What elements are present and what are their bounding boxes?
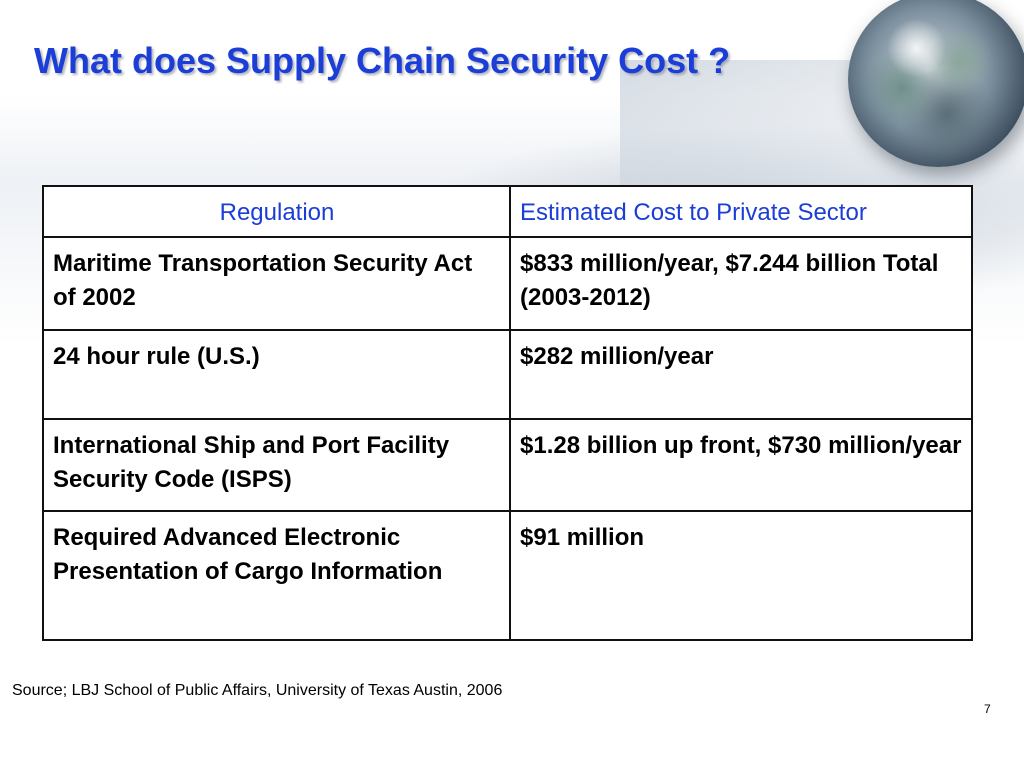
header-regulation: Regulation bbox=[42, 185, 511, 238]
cost-cell: $833 million/year, $7.244 billion Total … bbox=[509, 236, 973, 331]
cost-table: Regulation Estimated Cost to Private Sec… bbox=[42, 185, 973, 641]
cost-cell: $91 million bbox=[509, 510, 973, 641]
regulation-cell: International Ship and Port Facility Sec… bbox=[42, 417, 511, 513]
regulation-cell: Maritime Transportation Security Act of … bbox=[42, 236, 511, 331]
table-row: Maritime Transportation Security Act of … bbox=[42, 236, 973, 331]
cost-cell: $282 million/year bbox=[509, 328, 973, 420]
regulation-cell: 24 hour rule (U.S.) bbox=[42, 328, 511, 420]
header-estimated-cost: Estimated Cost to Private Sector bbox=[509, 185, 973, 238]
cost-cell: $1.28 billion up front, $730 million/yea… bbox=[509, 417, 973, 513]
table-header-row: Regulation Estimated Cost to Private Sec… bbox=[42, 185, 973, 238]
regulation-cell: Required Advanced Electronic Presentatio… bbox=[42, 510, 511, 641]
table-row: Required Advanced Electronic Presentatio… bbox=[42, 510, 973, 641]
page-number: 7 bbox=[984, 702, 991, 716]
table-row: 24 hour rule (U.S.) $282 million/year bbox=[42, 328, 973, 420]
source-citation: Source; LBJ School of Public Affairs, Un… bbox=[12, 682, 503, 699]
slide-title: What does Supply Chain Security Cost ? bbox=[34, 40, 731, 81]
table-row: International Ship and Port Facility Sec… bbox=[42, 417, 973, 513]
globe-icon bbox=[848, 0, 1024, 167]
